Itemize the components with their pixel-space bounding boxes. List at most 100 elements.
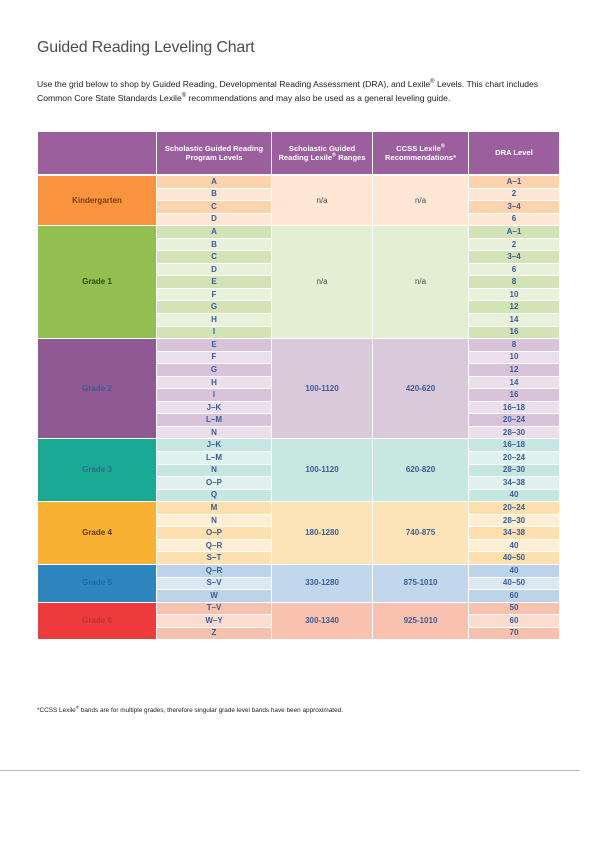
guided-reading-level: I bbox=[157, 326, 272, 340]
guided-reading-level: S–T bbox=[157, 552, 272, 565]
table-row: G 12 bbox=[38, 364, 560, 377]
dra-level: 8 bbox=[469, 276, 560, 289]
table-row: N 28–30 bbox=[38, 426, 560, 440]
dra-level: 28–30 bbox=[469, 426, 560, 440]
dra-level: 60 bbox=[469, 615, 560, 628]
table-header-row: Scholastic Guided Reading Program Levels… bbox=[38, 132, 560, 176]
registered-mark: ® bbox=[332, 152, 336, 159]
guided-reading-level: Z bbox=[157, 627, 272, 641]
header-grade bbox=[38, 132, 157, 176]
table-row: W–Y 60 bbox=[38, 615, 560, 628]
guided-reading-level: L–M bbox=[157, 452, 272, 465]
intro-text-3: recommendations and may also be used as … bbox=[186, 92, 451, 103]
dra-level: 28–30 bbox=[469, 514, 560, 528]
guided-reading-level: T–V bbox=[157, 602, 272, 616]
dra-level: 60 bbox=[469, 590, 560, 603]
dra-level: 2 bbox=[469, 188, 560, 202]
guided-reading-level: G bbox=[157, 364, 272, 377]
table-row: F 10 bbox=[38, 288, 560, 302]
ccss-lexile-recommendation: n/a bbox=[373, 226, 469, 340]
guided-reading-lexile-range: 300-1340 bbox=[272, 602, 373, 641]
dra-level: 50 bbox=[469, 602, 560, 616]
dra-level: 34–38 bbox=[469, 477, 560, 490]
dra-level: 34–38 bbox=[469, 527, 560, 540]
ccss-lexile-recommendation: n/a bbox=[373, 176, 469, 227]
dra-level: 28–30 bbox=[469, 464, 560, 478]
table-row: J–K 16–18 bbox=[38, 401, 560, 415]
guided-reading-level: F bbox=[157, 351, 272, 365]
header-dra-level: DRA Level bbox=[469, 132, 560, 176]
table-row: G 12 bbox=[38, 301, 560, 315]
dra-level: 16 bbox=[469, 326, 560, 340]
footnote: *CCSS Lexile® bands are for multiple gra… bbox=[37, 704, 343, 714]
header-text: Recommendations* bbox=[385, 153, 456, 162]
header-guided-reading-lexile: Scholastic Guided Reading Lexile® Ranges bbox=[272, 132, 373, 176]
dra-level: 14 bbox=[469, 314, 560, 327]
registered-mark: ® bbox=[75, 704, 80, 710]
dra-level: 10 bbox=[469, 288, 560, 302]
guided-reading-level: L–M bbox=[157, 414, 272, 427]
grade-label: Grade 1 bbox=[38, 226, 157, 340]
table-row: S–T 40–50 bbox=[38, 552, 560, 565]
dra-level: 20–24 bbox=[469, 502, 560, 515]
dra-level: 10 bbox=[469, 351, 560, 365]
guided-reading-level: N bbox=[157, 514, 272, 528]
table-row: F 10 bbox=[38, 351, 560, 365]
table-row: I 16 bbox=[38, 326, 560, 340]
guided-reading-lexile-range: 180-1280 bbox=[272, 502, 373, 565]
guided-reading-lexile-range: n/a bbox=[272, 226, 373, 340]
dra-level: 12 bbox=[469, 301, 560, 315]
dra-level: 6 bbox=[469, 213, 560, 227]
guided-reading-level: E bbox=[157, 276, 272, 289]
guided-reading-level: B bbox=[157, 188, 272, 202]
dra-level: 12 bbox=[469, 364, 560, 377]
guided-reading-level: Q–R bbox=[157, 539, 272, 553]
guided-reading-level: Q bbox=[157, 489, 272, 503]
guided-reading-level: C bbox=[157, 201, 272, 214]
dra-level: 3–4 bbox=[469, 251, 560, 264]
guided-reading-level: G bbox=[157, 301, 272, 315]
ccss-lexile-recommendation: 420-620 bbox=[373, 339, 469, 440]
table-row: Z 70 bbox=[38, 627, 560, 641]
table-row: I 16 bbox=[38, 389, 560, 402]
guided-reading-level: S–V bbox=[157, 577, 272, 591]
dra-level: A–1 bbox=[469, 176, 560, 189]
registered-mark: ® bbox=[440, 142, 445, 149]
table-row: H 14 bbox=[38, 376, 560, 390]
guided-reading-level: W–Y bbox=[157, 615, 272, 628]
intro-text-1: Use the grid below to shop by Guided Rea… bbox=[37, 79, 431, 89]
grade-label: Grade 6 bbox=[38, 602, 157, 641]
table-row: W 60 bbox=[38, 590, 560, 603]
table-row: Grade 2 E 100-1120 420-620 8 bbox=[38, 339, 560, 440]
guided-reading-level: M bbox=[157, 502, 272, 515]
grade-label: Grade 3 bbox=[38, 439, 157, 503]
grade-label: Kindergarten bbox=[38, 176, 157, 227]
guided-reading-level: E bbox=[157, 339, 272, 352]
guided-reading-level: I bbox=[157, 389, 272, 402]
guided-reading-level: H bbox=[157, 376, 272, 390]
table-row: N 28–30 bbox=[38, 464, 560, 478]
dra-level: 16–18 bbox=[469, 439, 560, 453]
table-row: N 28–30 bbox=[38, 514, 560, 528]
guided-reading-level: Q–R bbox=[157, 564, 272, 578]
header-guided-reading-levels: Scholastic Guided Reading Program Levels bbox=[157, 132, 272, 176]
table-row: O–P 34–38 bbox=[38, 477, 560, 490]
table-row: O–P 34–38 bbox=[38, 527, 560, 540]
table-row: Grade 6 T–V 300-1340 925-1010 50 bbox=[38, 602, 560, 641]
table-row: C 3–4 bbox=[38, 201, 560, 214]
guided-reading-level: D bbox=[157, 263, 272, 277]
table-row: Q–R 40 bbox=[38, 539, 560, 553]
dra-level: 3–4 bbox=[469, 201, 560, 214]
registered-mark: ® bbox=[430, 79, 435, 86]
dra-level: 40–50 bbox=[469, 577, 560, 591]
guided-reading-level: A bbox=[157, 176, 272, 189]
dra-level: 14 bbox=[469, 376, 560, 390]
dra-level: 8 bbox=[469, 339, 560, 352]
